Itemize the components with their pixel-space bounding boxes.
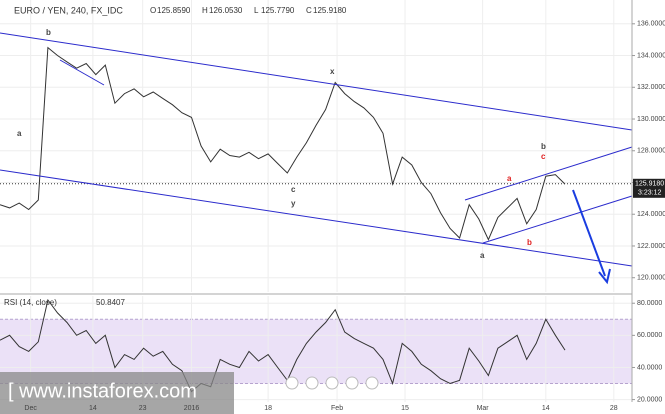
y-tick-label: 60.0000 bbox=[637, 332, 662, 339]
ohlc-info: O 125.8590 H 126.0530 L 125.7790 C 125.9180 bbox=[150, 6, 347, 15]
price-line bbox=[0, 46, 566, 241]
x-tick-label: 14 bbox=[89, 405, 97, 412]
wave-label: b bbox=[527, 238, 532, 247]
content bbox=[0, 46, 632, 393]
trend-line bbox=[59, 59, 105, 86]
ohlc-label: O bbox=[150, 6, 156, 15]
y-tick-label: 20.0000 bbox=[637, 396, 662, 403]
rsi-value: 50.8407 bbox=[96, 298, 125, 307]
y-tick-label: 122.0000 bbox=[637, 243, 665, 250]
channel-upper bbox=[0, 32, 633, 131]
small-channel-upper bbox=[464, 146, 633, 201]
last-price-label: 125.9180 bbox=[635, 181, 664, 188]
x-tick-label: 18 bbox=[264, 405, 272, 412]
y-tick-label: 132.0000 bbox=[637, 84, 665, 91]
x-tick-label: Feb bbox=[331, 405, 343, 412]
wave-label: y bbox=[291, 199, 296, 208]
y-tick-label: 124.0000 bbox=[637, 211, 665, 218]
x-tick-label: 15 bbox=[401, 405, 409, 412]
channel-lower bbox=[0, 169, 633, 267]
ohlc-label: L bbox=[254, 6, 259, 15]
ohlc-value: 126.0530 bbox=[209, 6, 243, 15]
wave-label: a bbox=[507, 174, 512, 183]
y-tick-label: 120.0000 bbox=[637, 275, 665, 282]
y-tick-label: 136.0000 bbox=[637, 21, 665, 28]
ohlc-label: C bbox=[306, 6, 312, 15]
wave-label: a bbox=[17, 129, 22, 138]
toolbar-button[interactable] bbox=[345, 376, 359, 390]
y-tick-label: 40.0000 bbox=[637, 364, 662, 371]
y-tick-label: 128.0000 bbox=[637, 148, 665, 155]
x-tick-label: 2016 bbox=[184, 405, 200, 412]
rsi-title: RSI (14, close) bbox=[4, 298, 57, 307]
x-tick-label: Dec bbox=[24, 405, 37, 412]
y-tick-label: 130.0000 bbox=[637, 116, 665, 123]
x-tick-label: 28 bbox=[610, 405, 618, 412]
ohlc-label: H bbox=[202, 6, 208, 15]
toolbar-button[interactable] bbox=[285, 376, 299, 390]
x-tick-label: 23 bbox=[139, 405, 147, 412]
y-tick-label: 134.0000 bbox=[637, 52, 665, 59]
forecast-arrow-head bbox=[598, 268, 611, 285]
ohlc-value: 125.8590 bbox=[157, 6, 191, 15]
wave-label: c bbox=[291, 185, 296, 194]
countdown: 3:23:12 bbox=[638, 190, 661, 197]
toolbar-button[interactable] bbox=[365, 376, 379, 390]
watermark: [ www.instaforex.com bbox=[8, 380, 197, 402]
small-channel-lower bbox=[482, 195, 633, 244]
wave-label: b bbox=[541, 142, 546, 151]
x-tick-label: 14 bbox=[542, 405, 550, 412]
symbol-title: EURO / YEN, 240, FX_IDC bbox=[14, 5, 123, 15]
toolbar-button[interactable] bbox=[305, 376, 319, 390]
wave-label: c bbox=[541, 152, 546, 161]
ohlc-value: 125.7790 bbox=[261, 6, 295, 15]
wave-label: a bbox=[480, 251, 485, 260]
y-tick-label: 80.0000 bbox=[637, 300, 662, 307]
price-line bbox=[0, 298, 566, 393]
wave-label: b bbox=[46, 28, 51, 37]
forecast-arrow bbox=[572, 189, 606, 277]
ohlc-value: 125.9180 bbox=[313, 6, 347, 15]
toolbar bbox=[285, 376, 379, 390]
x-tick-label: Mar bbox=[477, 405, 490, 412]
watermark-box bbox=[0, 372, 234, 414]
last-price-box bbox=[633, 178, 665, 198]
toolbar-button[interactable] bbox=[325, 376, 339, 390]
wave-label: x bbox=[330, 67, 335, 76]
